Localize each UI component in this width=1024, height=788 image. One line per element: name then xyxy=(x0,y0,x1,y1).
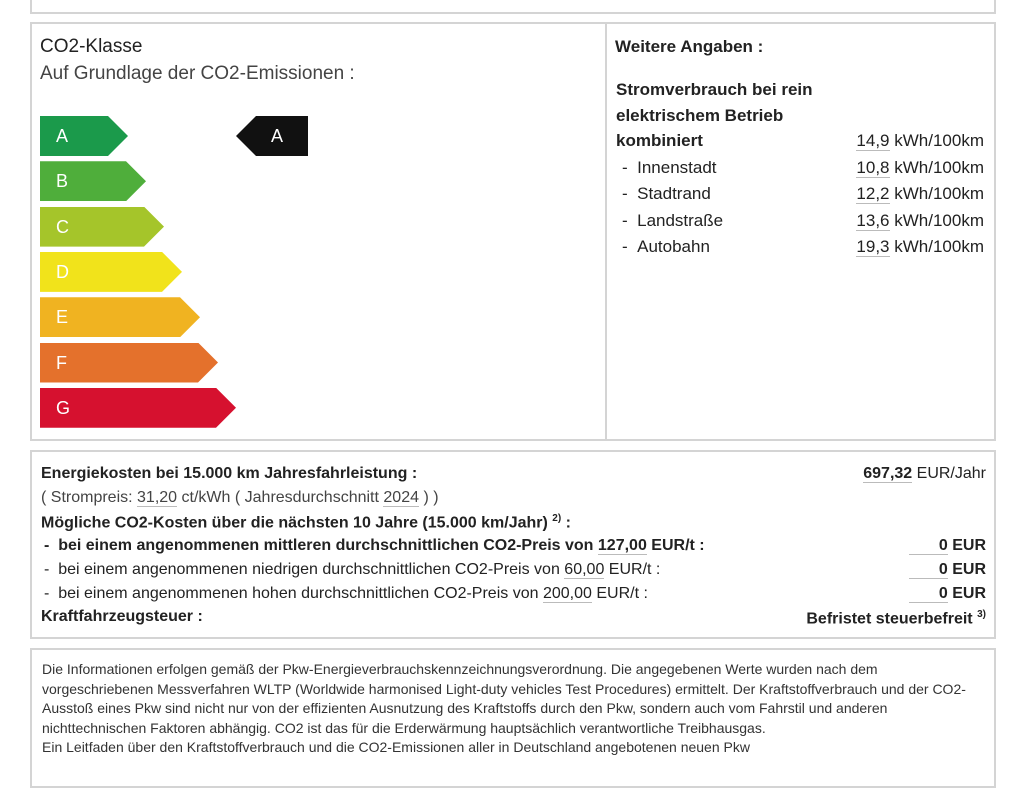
footnote-2: 2) xyxy=(552,513,562,524)
scenario-text: bei einem angenommenen hohen durchschnit… xyxy=(58,585,539,602)
scenario-unit: EUR/t xyxy=(596,585,640,602)
scenario-value: 0 xyxy=(908,537,948,555)
scenario-value: 0 xyxy=(908,561,948,579)
co2-scenario-value: 0 EUR xyxy=(908,537,986,555)
row-value: 10,8 xyxy=(856,157,890,178)
scenario-text: bei einem angenommenen niedrigen durchsc… xyxy=(58,561,560,578)
row-label-text: Innenstadt xyxy=(637,157,717,177)
row-value: 13,6 xyxy=(856,210,890,231)
scenario-price: 200,00 xyxy=(542,585,592,603)
row-unit: kWh/100km xyxy=(894,184,984,203)
row-value: 19,3 xyxy=(856,237,890,257)
consumption-row-label: - Landstraße xyxy=(622,210,724,230)
class-bar-d: D xyxy=(40,252,182,292)
row-value: 12,2 xyxy=(856,184,890,204)
co2-scenario-label: - bei einem angenommenen hohen durchschn… xyxy=(44,585,648,603)
co2-costs-text: Mögliche CO2-Kosten über die nächsten 10… xyxy=(41,514,548,532)
energy-cost-unit: EUR/Jahr xyxy=(916,465,986,482)
scenario-unit: EUR/t xyxy=(651,537,695,554)
row-label-text: Autobahn xyxy=(637,237,710,256)
scenario-unit: EUR/t xyxy=(608,561,652,578)
costs-panel xyxy=(30,450,996,639)
consumption-row-label: - Autobahn xyxy=(622,237,710,256)
energy-cost-amount: 697,32 xyxy=(863,465,913,483)
consumption-row-label: - Stadtrand xyxy=(622,184,711,203)
consumption-row-value: 12,2 kWh/100km xyxy=(856,184,984,204)
footer-paragraph-2: Ein Leitfaden über den Kraftstoffverbrau… xyxy=(42,739,750,755)
price-year: 2024 xyxy=(383,489,419,507)
consumption-row-value: 13,6 kWh/100km xyxy=(856,210,984,231)
price-suffix: ) ) xyxy=(423,489,439,506)
class-bar-b: B xyxy=(40,161,146,201)
consumption-heading-1: Stromverbrauch bei rein xyxy=(616,80,813,99)
consumption-row-value: 19,3 kWh/100km xyxy=(856,237,984,257)
class-bar-f: F xyxy=(40,343,218,383)
top-panel xyxy=(30,0,996,14)
class-bar-e: E xyxy=(40,297,200,337)
consumption-heading-2: elektrischem Betrieb xyxy=(616,106,784,125)
tax-value: Befristet steuerbefreit 3) xyxy=(806,609,986,628)
scenario-currency: EUR xyxy=(952,537,986,554)
scenario-price: 60,00 xyxy=(564,561,605,579)
scenario-value: 0 xyxy=(908,585,948,603)
co2-subtitle-text: Auf Grundlage der CO2-Emissionen xyxy=(40,63,345,84)
consumption-row-label: kombiniert xyxy=(616,131,703,151)
class-bar-c: C xyxy=(40,207,164,247)
class-bar-a: A xyxy=(40,116,128,156)
footnote-3: 3) xyxy=(977,609,986,620)
footer-text: Die Informationen erfolgen gemäß der Pkw… xyxy=(42,660,972,758)
scenario-text: bei einem angenommenen mittleren durchsc… xyxy=(58,537,594,554)
row-unit: kWh/100km xyxy=(894,131,984,150)
price-value: 31,20 xyxy=(137,489,178,507)
tax-label-text: Kraftfahrzeugsteuer xyxy=(41,608,194,625)
co2-scenario-value: 0 EUR xyxy=(908,561,986,579)
row-label-text: kombiniert xyxy=(616,131,703,150)
consumption-row-label: - Innenstadt xyxy=(622,157,717,177)
electricity-price: ( Strompreis: 31,20 ct/kWh ( Jahresdurch… xyxy=(41,489,439,507)
row-label-text: Landstraße xyxy=(637,210,724,230)
scenario-currency: EUR xyxy=(952,585,986,602)
tax-label: Kraftfahrzeugsteuer : xyxy=(41,608,203,625)
co2-title: CO2-Klasse xyxy=(40,36,143,57)
tax-value-text: Befristet steuerbefreit xyxy=(806,610,973,628)
divider xyxy=(605,24,607,439)
weitere-title-text: Weitere Angaben xyxy=(615,37,753,56)
row-value: 14,9 xyxy=(856,131,890,151)
co2-scenario-label: - bei einem angenommenen niedrigen durch… xyxy=(44,561,661,579)
row-label-text: Stadtrand xyxy=(637,184,711,203)
price-prefix: ( Strompreis: xyxy=(41,489,133,506)
co2-scenario-value: 0 EUR xyxy=(908,585,986,603)
class-bar-g: G xyxy=(40,388,236,428)
scenario-price: 127,00 xyxy=(597,537,647,555)
energy-cost-label-text: Energiekosten bei 15.000 km Jahresfahrle… xyxy=(41,465,408,482)
consumption-row-value: 14,9 kWh/100km xyxy=(856,131,984,151)
row-unit: kWh/100km xyxy=(894,157,984,177)
consumption-row-value: 10,8 kWh/100km xyxy=(856,157,984,178)
price-unit: ct/kWh ( Jahresdurchschnitt xyxy=(181,489,379,506)
scenario-currency: EUR xyxy=(952,561,986,578)
energy-cost-label: Energiekosten bei 15.000 km Jahresfahrle… xyxy=(41,465,418,482)
co2-costs-label: Mögliche CO2-Kosten über die nächsten 10… xyxy=(41,513,571,532)
co2-scenario-label: - bei einem angenommenen mittleren durch… xyxy=(44,537,705,555)
row-unit: kWh/100km xyxy=(894,237,984,256)
energy-cost-value: 697,32 EUR/Jahr xyxy=(863,465,986,483)
co2-subtitle: Auf Grundlage der CO2-Emissionen : xyxy=(40,63,355,84)
row-unit: kWh/100km xyxy=(894,210,984,230)
footer-paragraph: Die Informationen erfolgen gemäß der Pkw… xyxy=(42,661,966,736)
weitere-title: Weitere Angaben : xyxy=(615,37,764,56)
